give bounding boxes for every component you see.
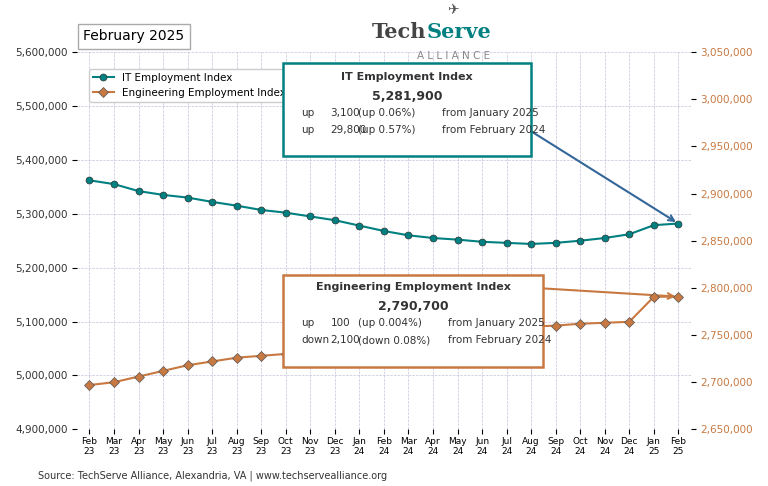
Text: February 2025: February 2025	[84, 29, 184, 43]
Text: (up 0.004%): (up 0.004%)	[358, 318, 422, 328]
Text: (up 0.06%): (up 0.06%)	[358, 107, 415, 118]
Text: from January 2025: from January 2025	[442, 107, 539, 118]
Text: 2,790,700: 2,790,700	[378, 300, 449, 313]
Text: up: up	[301, 107, 314, 118]
Text: (down 0.08%): (down 0.08%)	[358, 335, 430, 346]
Text: from February 2024: from February 2024	[449, 335, 551, 346]
Text: Serve: Serve	[426, 22, 491, 42]
Text: from January 2025: from January 2025	[449, 318, 545, 328]
Text: 2,100: 2,100	[330, 335, 360, 346]
Text: up: up	[301, 318, 314, 328]
FancyBboxPatch shape	[283, 63, 531, 156]
FancyBboxPatch shape	[283, 275, 544, 367]
Text: Source: TechServe Alliance, Alexandria, VA | www.techservealliance.org: Source: TechServe Alliance, Alexandria, …	[38, 470, 388, 481]
Text: 3,100: 3,100	[330, 107, 360, 118]
Text: from February 2024: from February 2024	[442, 125, 545, 135]
Text: 29,800: 29,800	[330, 125, 367, 135]
Text: (up 0.57%): (up 0.57%)	[358, 125, 415, 135]
Text: Tech: Tech	[372, 22, 426, 42]
Legend: IT Employment Index, Engineering Employment Index: IT Employment Index, Engineering Employm…	[88, 69, 290, 102]
Text: IT Employment Index: IT Employment Index	[342, 71, 473, 82]
Text: 5,281,900: 5,281,900	[372, 90, 442, 103]
Text: up: up	[301, 125, 314, 135]
Text: ✈: ✈	[447, 2, 459, 17]
Text: down: down	[301, 335, 329, 346]
Text: Engineering Employment Index: Engineering Employment Index	[316, 282, 511, 292]
Text: A L L I A N C E: A L L I A N C E	[416, 51, 490, 61]
Text: 100: 100	[330, 318, 350, 328]
